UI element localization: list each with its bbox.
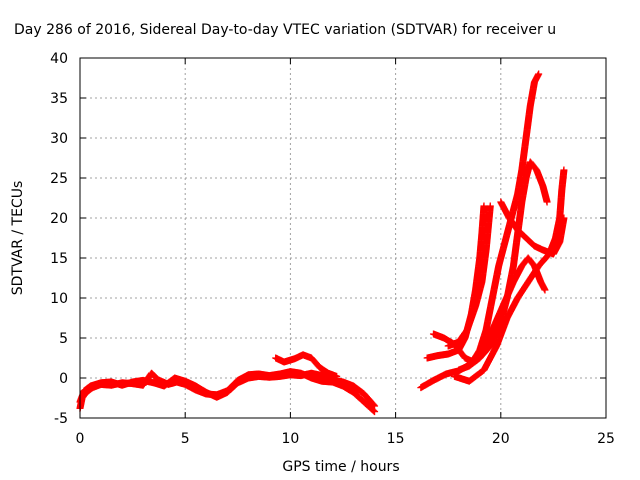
x-axis-label: GPS time / hours (282, 459, 399, 475)
y-tick-label: 25 (50, 171, 68, 187)
x-tick-label: 0 (76, 431, 85, 447)
data-point (480, 202, 488, 210)
x-tick-label: 15 (387, 431, 405, 447)
y-tick-label: 30 (50, 131, 68, 147)
x-tick-label: 5 (181, 431, 190, 447)
data-point (370, 401, 378, 409)
scatter-points (76, 70, 568, 416)
x-tick-label: 20 (492, 431, 510, 447)
y-tick-label: 15 (50, 251, 68, 267)
data-point (486, 202, 494, 210)
chart-title: Day 286 of 2016, Sidereal Day-to-day VTE… (14, 22, 556, 38)
y-tick-label: 20 (50, 211, 68, 227)
x-tick-label: 10 (281, 431, 299, 447)
y-tick-label: 0 (59, 371, 68, 387)
data-point (560, 214, 568, 222)
plot-frame (79, 57, 607, 419)
y-tick-label: 5 (59, 331, 68, 347)
y-axis-label: SDTVAR / TECUs (10, 181, 26, 296)
axes: 0 5 10 15 20 25 -5 0 5 10 15 20 25 30 35 40 (50, 51, 615, 447)
y-tick-label: 35 (50, 91, 68, 107)
data-point (560, 166, 568, 174)
data-point (333, 372, 341, 380)
y-tick-label: 40 (50, 51, 68, 67)
data-point (541, 286, 549, 294)
data-point (535, 70, 543, 78)
data-point (543, 198, 551, 206)
data-point (369, 406, 377, 414)
y-tick-label: -5 (54, 411, 68, 427)
y-tick-label: 10 (50, 291, 68, 307)
x-tick-label: 25 (597, 431, 615, 447)
data-point (371, 402, 379, 410)
